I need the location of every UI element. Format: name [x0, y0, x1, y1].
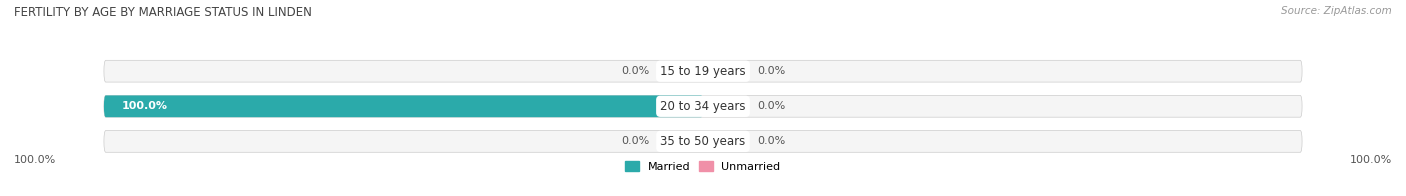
Text: 35 to 50 years: 35 to 50 years [661, 135, 745, 148]
Text: 0.0%: 0.0% [756, 66, 785, 76]
FancyBboxPatch shape [104, 95, 703, 117]
Text: 100.0%: 100.0% [122, 101, 167, 111]
Text: FERTILITY BY AGE BY MARRIAGE STATUS IN LINDEN: FERTILITY BY AGE BY MARRIAGE STATUS IN L… [14, 6, 312, 19]
Legend: Married, Unmarried: Married, Unmarried [621, 157, 785, 176]
FancyBboxPatch shape [718, 62, 748, 81]
Text: 15 to 19 years: 15 to 19 years [661, 65, 745, 78]
Text: 20 to 34 years: 20 to 34 years [661, 100, 745, 113]
Text: 0.0%: 0.0% [756, 101, 785, 111]
FancyBboxPatch shape [658, 97, 688, 116]
FancyBboxPatch shape [658, 62, 688, 81]
FancyBboxPatch shape [658, 132, 688, 151]
Text: 100.0%: 100.0% [1350, 155, 1392, 165]
Text: 0.0%: 0.0% [756, 136, 785, 146]
FancyBboxPatch shape [104, 95, 1302, 117]
FancyBboxPatch shape [718, 132, 748, 151]
Text: 100.0%: 100.0% [14, 155, 56, 165]
Text: Source: ZipAtlas.com: Source: ZipAtlas.com [1281, 6, 1392, 16]
FancyBboxPatch shape [718, 97, 748, 116]
FancyBboxPatch shape [104, 131, 1302, 152]
Text: 0.0%: 0.0% [621, 66, 650, 76]
Text: 0.0%: 0.0% [621, 136, 650, 146]
FancyBboxPatch shape [104, 60, 1302, 82]
